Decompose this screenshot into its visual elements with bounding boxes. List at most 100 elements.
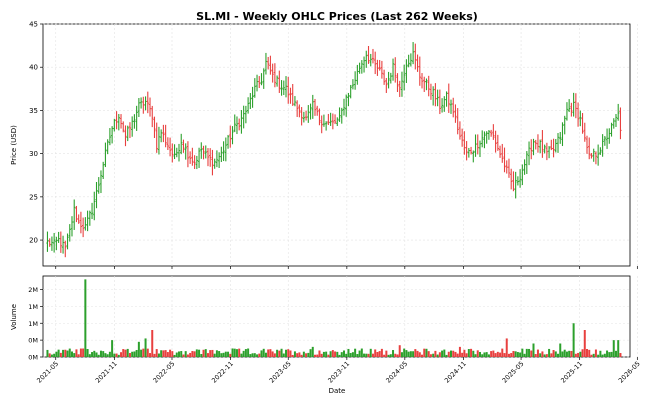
volume-bar (548, 348, 551, 357)
volume-bar (617, 340, 620, 357)
volume-bar (215, 350, 218, 357)
volume-bar (331, 350, 334, 357)
volume-bar (496, 351, 499, 357)
volume-bar (610, 351, 613, 357)
volume-bar (599, 350, 602, 357)
volume-bar (574, 353, 577, 357)
volume-bar (334, 351, 337, 357)
volume-bar (146, 348, 149, 357)
volume-bar (438, 352, 441, 357)
volume-bar (532, 343, 535, 357)
volume-bar (282, 353, 285, 357)
volume-bar (606, 350, 609, 357)
volume-bar (64, 349, 67, 357)
volume-bar (367, 353, 370, 357)
volume-bar (423, 348, 426, 357)
volume-bar (57, 349, 60, 357)
volume-bar (429, 354, 432, 357)
volume-y-ticks: 0M 0M 1M 1M 2M (28, 286, 43, 362)
volume-bar (452, 350, 455, 357)
volume-bar (565, 351, 568, 357)
volume-bar (530, 350, 533, 357)
chart-title: SL.MI - Weekly OHLC Prices (Last 262 Wee… (196, 10, 478, 23)
volume-bar (287, 349, 290, 357)
volume-bar (539, 353, 542, 357)
volume-bar (289, 350, 292, 357)
volume-bar (369, 348, 372, 357)
volume-bar (597, 354, 600, 357)
volume-bar (458, 346, 461, 357)
volume-bar (577, 352, 580, 357)
volume-bar (91, 352, 94, 357)
volume-bar (485, 352, 488, 357)
volume-bar (563, 349, 566, 357)
volume-bar (193, 351, 196, 357)
volume-bar (262, 348, 265, 357)
volume-bar (519, 352, 522, 357)
volume-bar (456, 353, 459, 357)
volume-bar (213, 353, 216, 357)
volume-bar (140, 349, 143, 357)
date-x-ticks: 2021-05 2021-11 2022-05 2022-11 2023-05 2023-… (35, 266, 642, 385)
volume-bar (84, 279, 87, 357)
price-y-tick-label: 20 (29, 237, 38, 245)
volume-bar (278, 350, 281, 357)
volume-bar (470, 348, 473, 357)
volume-bar (463, 349, 466, 357)
volume-bar (505, 338, 508, 357)
volume-bar (387, 354, 390, 357)
volume-bar (126, 348, 129, 357)
volume-bar (340, 352, 343, 357)
date-x-tick-label: 2025-05 (501, 360, 526, 385)
volume-bar (336, 351, 339, 357)
volume-bar (559, 343, 562, 357)
volume-bar (516, 352, 519, 357)
price-y-tick-label: 30 (29, 150, 38, 158)
volume-bar (322, 351, 325, 357)
volume-bar (206, 353, 209, 357)
volume-bar (46, 349, 49, 357)
volume-bar (514, 351, 517, 357)
volume-bar (309, 349, 312, 357)
volume-bar (481, 354, 484, 357)
volume-bar (581, 349, 584, 357)
volume-bar (135, 349, 138, 357)
volume-bar (320, 353, 323, 357)
volume-bar (86, 349, 89, 357)
volume-bar (418, 352, 421, 357)
volume-bar (115, 353, 118, 357)
volume-bar (258, 353, 261, 357)
volume-bar (543, 354, 546, 357)
volume-bar (354, 348, 357, 357)
volume-bar (363, 353, 366, 357)
volume-bar (280, 348, 283, 357)
volume-bar (512, 351, 515, 357)
volume-bar (153, 353, 156, 357)
volume-bar (173, 354, 176, 357)
volume-y-tick-label: 0M (28, 337, 38, 345)
volume-bar (204, 349, 207, 357)
volume-bar (494, 353, 497, 357)
volume-bar (499, 352, 502, 357)
volume-bar (307, 352, 310, 357)
volume-bar (586, 349, 589, 357)
volume-bar (122, 349, 125, 357)
volume-bar (416, 350, 419, 357)
volume-bar (227, 351, 230, 357)
volume-bar (302, 351, 305, 357)
volume-bar (253, 353, 256, 357)
volume-bar (79, 348, 82, 357)
volume-bar (296, 353, 299, 357)
volume-bar (583, 330, 586, 357)
volume-bar (405, 350, 408, 357)
volume-bar (414, 349, 417, 357)
volume-bar (73, 353, 76, 357)
volume-bar (487, 354, 490, 357)
date-x-tick-label: 2024-11 (443, 360, 468, 385)
volume-bar (149, 353, 152, 357)
volume-bar (157, 353, 160, 357)
volume-bar (360, 348, 363, 357)
volume-bar (108, 351, 111, 357)
volume-bar (476, 350, 479, 357)
volume-bar (175, 352, 178, 357)
